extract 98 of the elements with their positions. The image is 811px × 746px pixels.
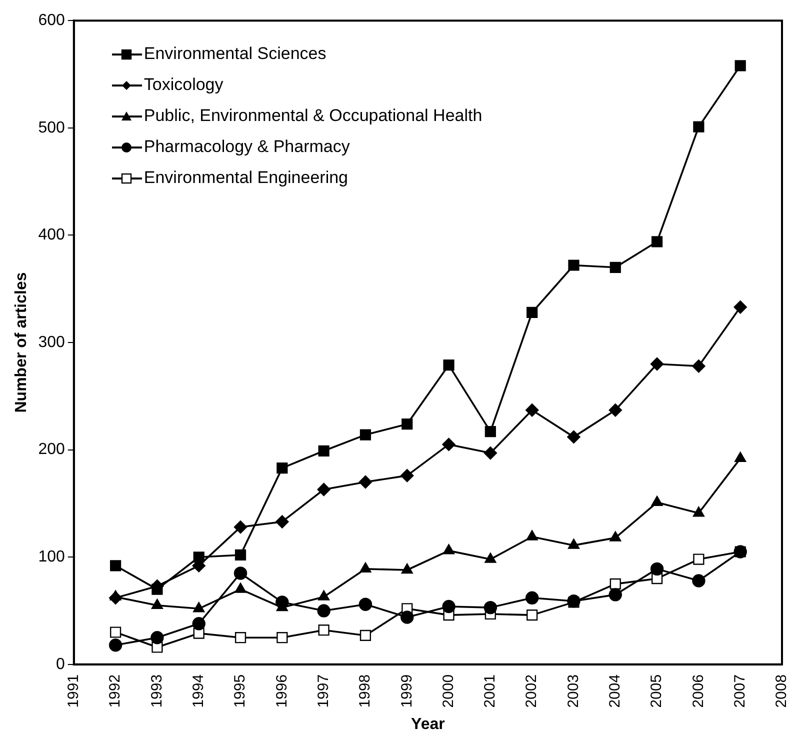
point (484, 446, 498, 460)
point (234, 582, 246, 593)
point (360, 429, 372, 440)
x-tick-label: 2007 (731, 674, 748, 708)
x-tick-label: 2006 (690, 674, 707, 708)
point (610, 262, 621, 273)
x-tick-label: 1997 (314, 674, 332, 708)
point (525, 404, 539, 417)
point (150, 631, 164, 644)
point (317, 604, 330, 618)
y-tick-label: 300 (38, 334, 65, 351)
y-tick-label: 200 (38, 441, 65, 458)
point (400, 468, 414, 482)
y-tick-label: 100 (38, 548, 65, 566)
x-axis-title: Year (411, 716, 445, 733)
point (651, 236, 663, 248)
x-tick-label: 2001 (482, 674, 499, 708)
point (318, 624, 330, 636)
x-tick-label: 2003 (564, 674, 582, 708)
point (360, 562, 372, 573)
point (567, 430, 580, 444)
point (650, 562, 664, 576)
point (734, 60, 746, 72)
point (360, 630, 372, 642)
point (276, 515, 289, 528)
point (234, 632, 246, 644)
legend-label: Environmental Sciences (144, 44, 326, 64)
point (692, 360, 706, 373)
point (358, 598, 372, 611)
point (525, 591, 539, 604)
legend-label: Pharmacology & Pharmacy (144, 137, 350, 158)
x-tick-label: 2008 (773, 674, 790, 708)
legend-label: Public, Environmental & Occupational Health (144, 106, 482, 126)
point (568, 260, 580, 271)
x-tick-label: 1996 (273, 674, 290, 708)
point (693, 554, 704, 565)
point (734, 452, 746, 462)
point (276, 462, 288, 474)
point (276, 632, 288, 644)
point (484, 552, 496, 563)
point (526, 306, 538, 318)
y-axis-title: Number of articles (13, 272, 30, 413)
point (152, 642, 163, 653)
x-tick-label: 2004 (606, 674, 624, 708)
point (234, 520, 248, 534)
y-tick-label: 500 (38, 119, 65, 136)
point (193, 602, 205, 612)
point (234, 566, 248, 580)
point (526, 530, 538, 540)
x-tick-label: 1998 (356, 674, 374, 708)
x-tick-label: 1995 (232, 674, 249, 708)
point (693, 121, 704, 132)
point (442, 544, 455, 554)
point (443, 360, 454, 371)
y-tick-label: 0 (56, 656, 65, 673)
y-tick-label: 600 (38, 12, 65, 30)
x-tick-label: 1991 (65, 674, 82, 708)
point (193, 552, 204, 563)
point (151, 598, 163, 610)
point (692, 506, 704, 517)
point (108, 638, 122, 652)
x-tick-label: 1994 (190, 674, 207, 708)
point (568, 538, 580, 549)
x-tick-label: 2002 (523, 674, 540, 708)
point (484, 600, 498, 614)
point (318, 590, 330, 600)
x-tick-label: 2005 (648, 674, 666, 708)
point (526, 610, 538, 621)
point (608, 404, 622, 417)
point (651, 496, 663, 506)
point (610, 578, 621, 590)
point (442, 438, 456, 452)
point (608, 588, 622, 602)
y-tick-label: 400 (38, 226, 65, 244)
legend-label: Environmental Engineering (144, 168, 348, 188)
point (108, 591, 122, 604)
x-tick-label: 1993 (148, 674, 166, 708)
point (692, 574, 706, 588)
point (484, 426, 496, 438)
point (400, 610, 414, 624)
point (442, 600, 456, 614)
legend-label: Toxicology (144, 75, 224, 96)
x-tick-label: 1999 (398, 674, 416, 708)
point (110, 626, 122, 638)
point (734, 300, 747, 314)
point (610, 531, 622, 542)
point (318, 445, 330, 456)
point (650, 357, 664, 371)
point (110, 560, 122, 572)
point (152, 584, 163, 595)
point (317, 482, 330, 496)
point (234, 549, 246, 561)
point (358, 475, 372, 489)
point (401, 563, 413, 574)
point (402, 418, 413, 430)
point (192, 617, 206, 630)
x-tick-label: 2000 (440, 674, 457, 708)
x-tick-label: 1992 (106, 674, 124, 708)
